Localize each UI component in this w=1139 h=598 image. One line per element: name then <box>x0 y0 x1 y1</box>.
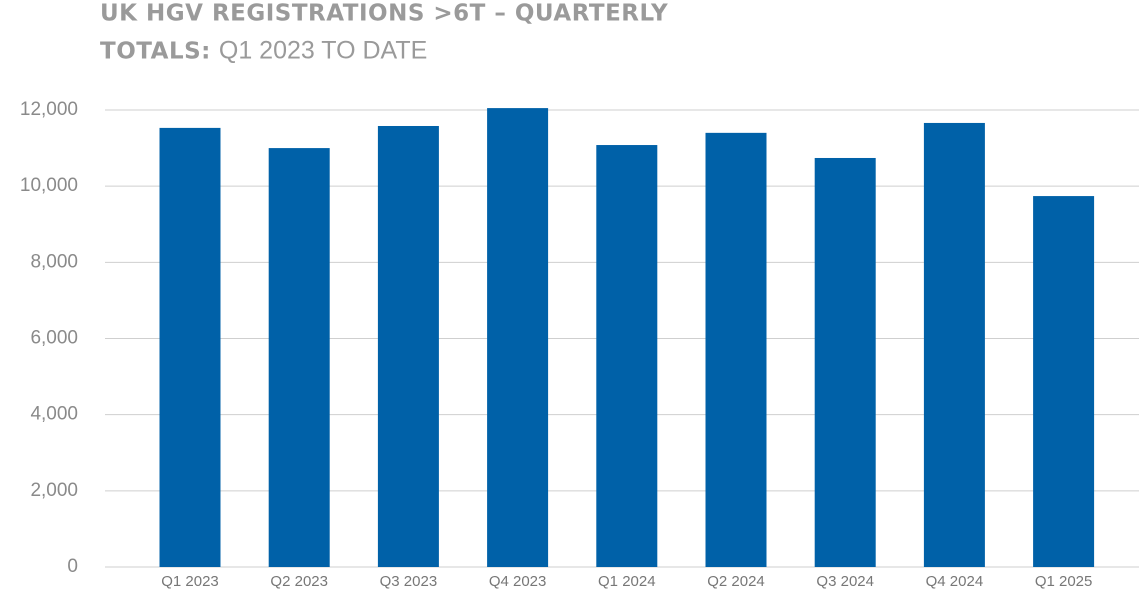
bar <box>923 122 985 567</box>
bar <box>159 127 221 567</box>
bar <box>377 125 439 568</box>
y-tick-label: 8,000 <box>30 251 78 272</box>
bar <box>268 148 330 568</box>
x-tick-label: Q4 2024 <box>926 573 984 590</box>
y-tick-label: 12,000 <box>20 99 78 120</box>
chart-subtitle: Q1 2023 TO DATE <box>219 37 427 65</box>
y-tick-label: 2,000 <box>30 480 78 501</box>
x-tick-label: Q1 2024 <box>598 573 656 590</box>
x-tick-label: Q1 2025 <box>1035 573 1093 590</box>
x-tick-label: Q2 2024 <box>707 573 765 590</box>
y-tick-label: 6,000 <box>30 328 78 349</box>
x-tick-label: Q1 2023 <box>161 573 219 590</box>
y-tick-label: 4,000 <box>30 404 78 425</box>
bar <box>1033 196 1095 567</box>
x-tick-label: Q3 2024 <box>816 573 874 590</box>
y-tick-label: 0 <box>67 556 78 577</box>
bar <box>705 132 767 567</box>
bar <box>487 108 549 568</box>
x-tick-label: Q2 2023 <box>270 573 328 590</box>
bar <box>596 145 658 567</box>
x-tick-label: Q4 2023 <box>489 573 547 590</box>
bar <box>814 157 876 568</box>
y-tick-label: 10,000 <box>20 175 78 196</box>
chart-title: TOTALS: <box>100 39 211 65</box>
x-tick-label: Q3 2023 <box>380 573 438 590</box>
chart-title: UK HGV REGISTRATIONS >6T – QUARTERLY <box>100 1 668 27</box>
